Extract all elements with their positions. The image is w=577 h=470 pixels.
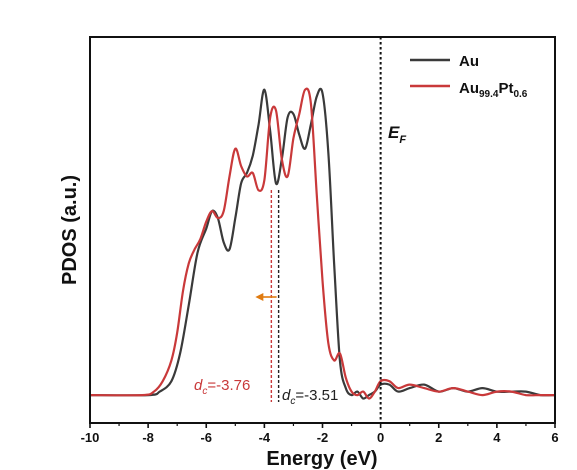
plot-area: -10 -8 -6 -4 -2 0 2 4 6 (81, 36, 559, 445)
x-axis-label: Energy (eV) (266, 448, 377, 470)
x-tick-label: 0 (377, 430, 384, 445)
legend: Au Au99.4Pt0.6 (410, 53, 528, 100)
legend-label-au: Au (459, 53, 479, 70)
d-center-red-value: =-3.76 (207, 377, 250, 394)
x-tick-label: -10 (81, 430, 100, 445)
d-center-black-symbol: d (282, 387, 291, 404)
d-center-label-black: dc=-3.51 (282, 387, 338, 407)
series-aupt-line (89, 87, 555, 400)
legend-aupt-mid: Pt (498, 80, 513, 97)
x-tick-label: 2 (435, 430, 442, 445)
d-center-red-sub: c (202, 386, 207, 397)
d-center-black-value: =-3.51 (295, 387, 338, 404)
x-tick-label: -6 (200, 430, 212, 445)
annotation-layer (255, 37, 382, 423)
x-tick-label: 4 (493, 430, 501, 445)
fermi-level-label: EF (388, 123, 406, 146)
x-axis-ticks: -10 -8 -6 -4 -2 0 2 4 6 (81, 423, 559, 445)
legend-aupt-main: Au (459, 80, 479, 97)
y-axis-label: PDOS (a.u.) (59, 175, 81, 285)
legend-label-aupt: Au99.4Pt0.6 (459, 80, 528, 100)
fermi-label-main: E (388, 123, 400, 142)
x-tick-label: -2 (317, 430, 329, 445)
shift-arrow-head (255, 293, 264, 301)
legend-aupt-sub1: 99.4 (479, 89, 499, 100)
series-au-line (89, 87, 556, 400)
x-tick-label: 6 (551, 430, 558, 445)
y-axis-title: PDOS (a.u.) (59, 175, 81, 285)
legend-aupt-sub2: 0.6 (513, 89, 527, 100)
x-tick-label: -8 (142, 430, 154, 445)
d-center-red-symbol: d (194, 377, 203, 394)
d-center-black-sub: c (290, 396, 295, 407)
d-center-label-red: dc=-3.76 (194, 377, 250, 397)
fermi-label-sub: F (399, 134, 406, 146)
x-tick-label: -4 (259, 430, 271, 445)
series-layer (89, 87, 556, 400)
